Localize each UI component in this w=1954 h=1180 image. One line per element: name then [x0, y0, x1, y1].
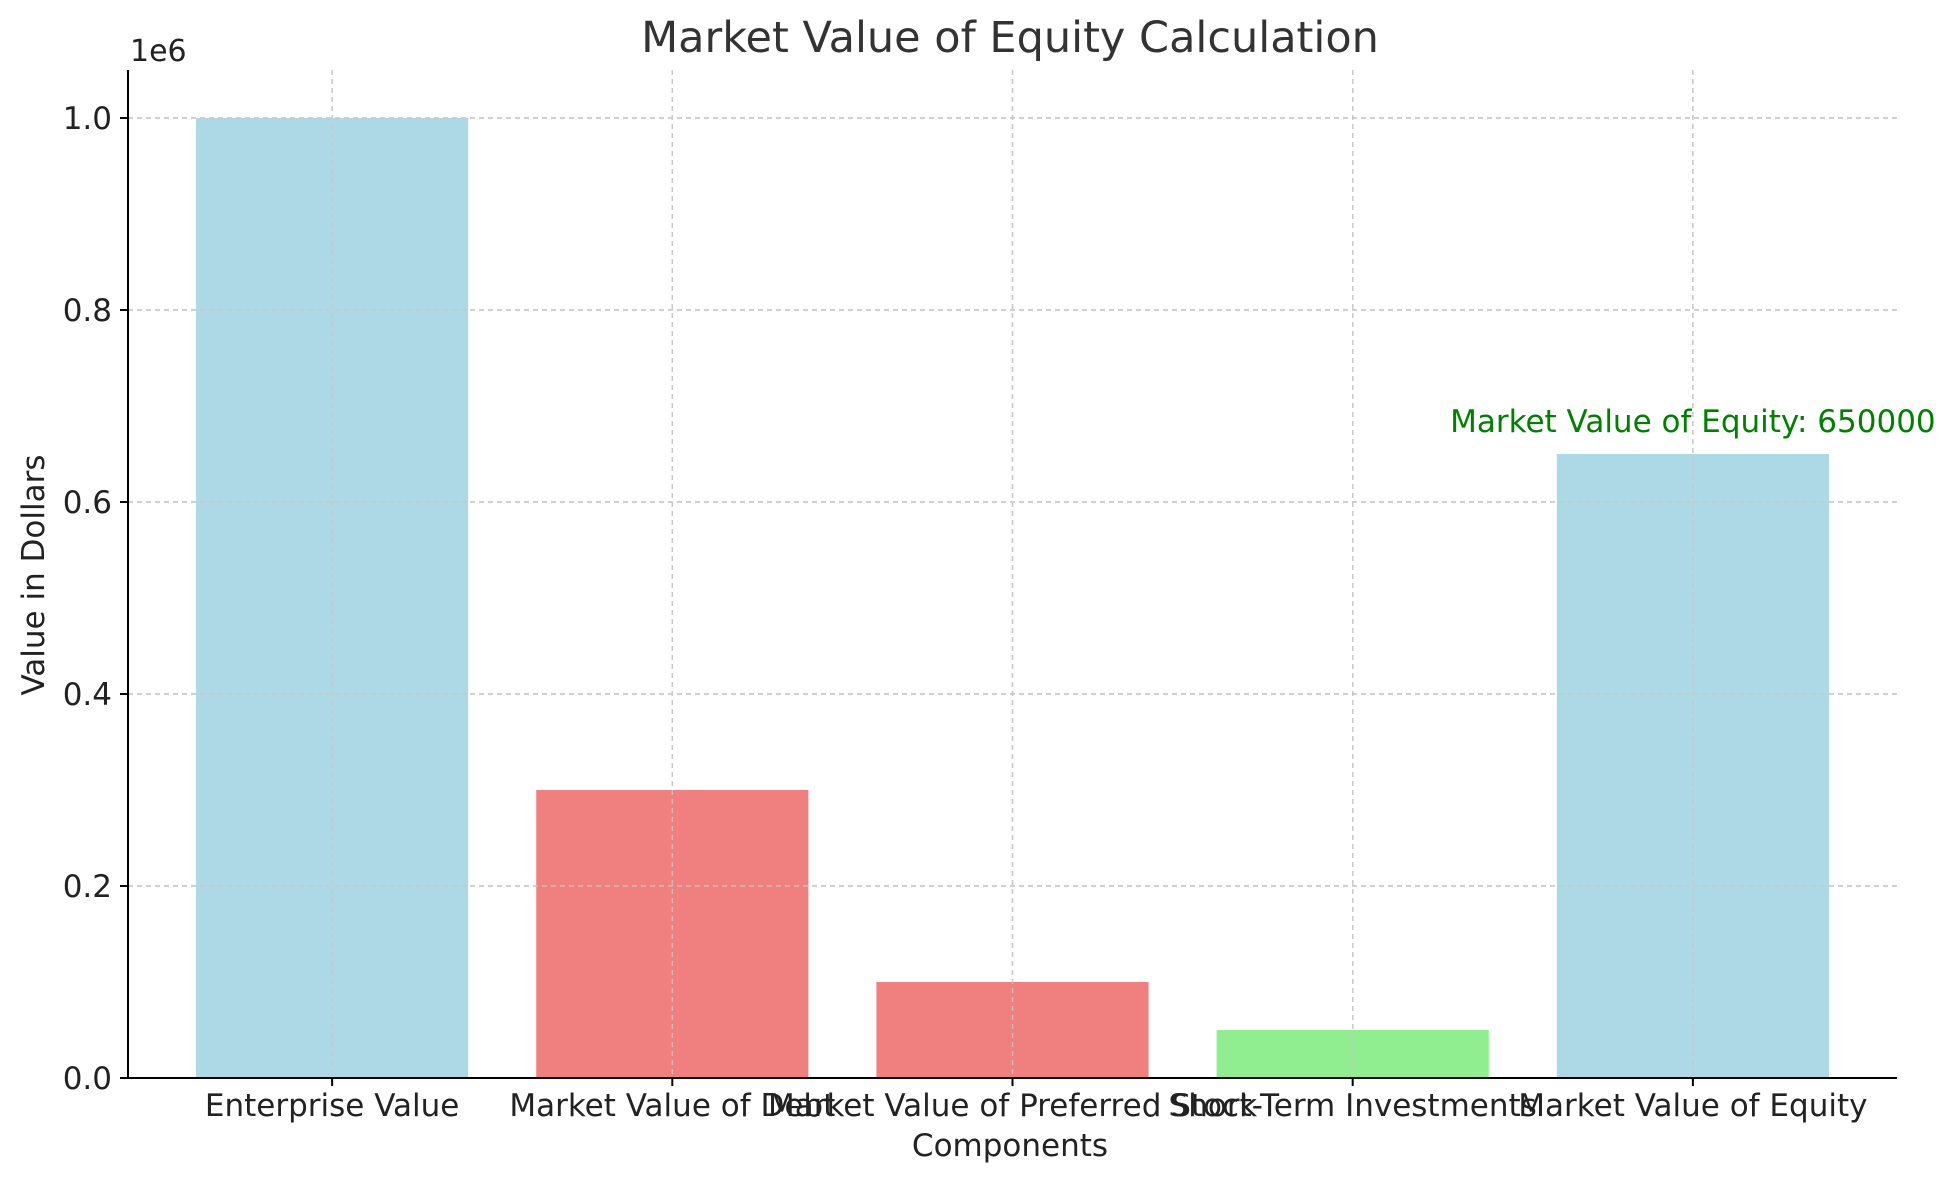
y-tick-label: 1.0 [63, 101, 112, 137]
y-tick-label: 0.2 [63, 869, 112, 905]
x-axis-label: Components [912, 1128, 1108, 1164]
y-axis-label: Value in Dollars [16, 454, 52, 695]
chart-title: Market Value of Equity Calculation [641, 13, 1379, 63]
y-tick-label: 0.6 [63, 485, 112, 521]
x-tick-label: Market Value of Debt [509, 1088, 835, 1124]
x-tick-label: Market Value of Equity [1518, 1088, 1867, 1124]
bars [128, 70, 1897, 1079]
equity-annotation: Market Value of Equity: 650000 [1450, 404, 1936, 440]
y-axis-offset-label: 1e6 [130, 34, 187, 69]
x-tick-label: Market Value of Preferred Stock [768, 1088, 1257, 1124]
y-tick-label: 0.4 [63, 677, 112, 713]
y-tick-label: 0.0 [63, 1061, 112, 1097]
y-tick-label: 0.8 [63, 293, 112, 329]
x-tick-label: Enterprise Value [205, 1088, 459, 1124]
x-tick-label: Short-Term Investments [1169, 1088, 1537, 1124]
labels: Market Value of Equity Calculation Compo… [16, 13, 1936, 1164]
axes [120, 70, 1897, 1086]
